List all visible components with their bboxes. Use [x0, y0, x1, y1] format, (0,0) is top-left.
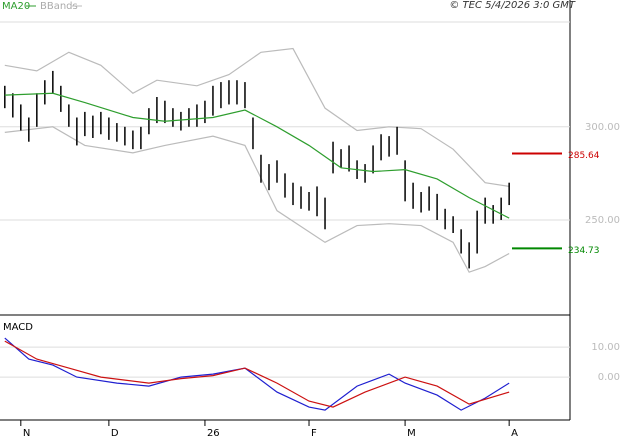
y-tick-label: 250.00	[585, 215, 620, 226]
macd-line	[4, 337, 510, 411]
price-level-label: 285.64	[568, 151, 600, 161]
macd-line	[4, 340, 510, 408]
copyright: © TEC 5/4/2026 3:0 GMT	[449, 0, 576, 11]
bband-lower	[4, 126, 510, 273]
bband-upper	[4, 47, 510, 188]
legend-label: BBands	[40, 1, 78, 12]
price-level-label: 234.73	[568, 246, 600, 256]
x-tick-label: A	[511, 428, 518, 439]
x-tick-label: N	[23, 428, 30, 439]
y-tick-label: 300.00	[585, 122, 620, 133]
x-tick-label: 26	[207, 428, 220, 439]
x-tick-label: F	[311, 428, 317, 439]
x-tick-label: M	[407, 428, 416, 439]
y-tick-label: 10.00	[591, 342, 620, 353]
legend-label: MA20	[2, 1, 30, 12]
ma20-line	[4, 92, 510, 219]
x-tick-label: D	[111, 428, 119, 439]
y-tick-label: 0.00	[598, 372, 620, 383]
panel-title: MACD	[3, 322, 33, 333]
